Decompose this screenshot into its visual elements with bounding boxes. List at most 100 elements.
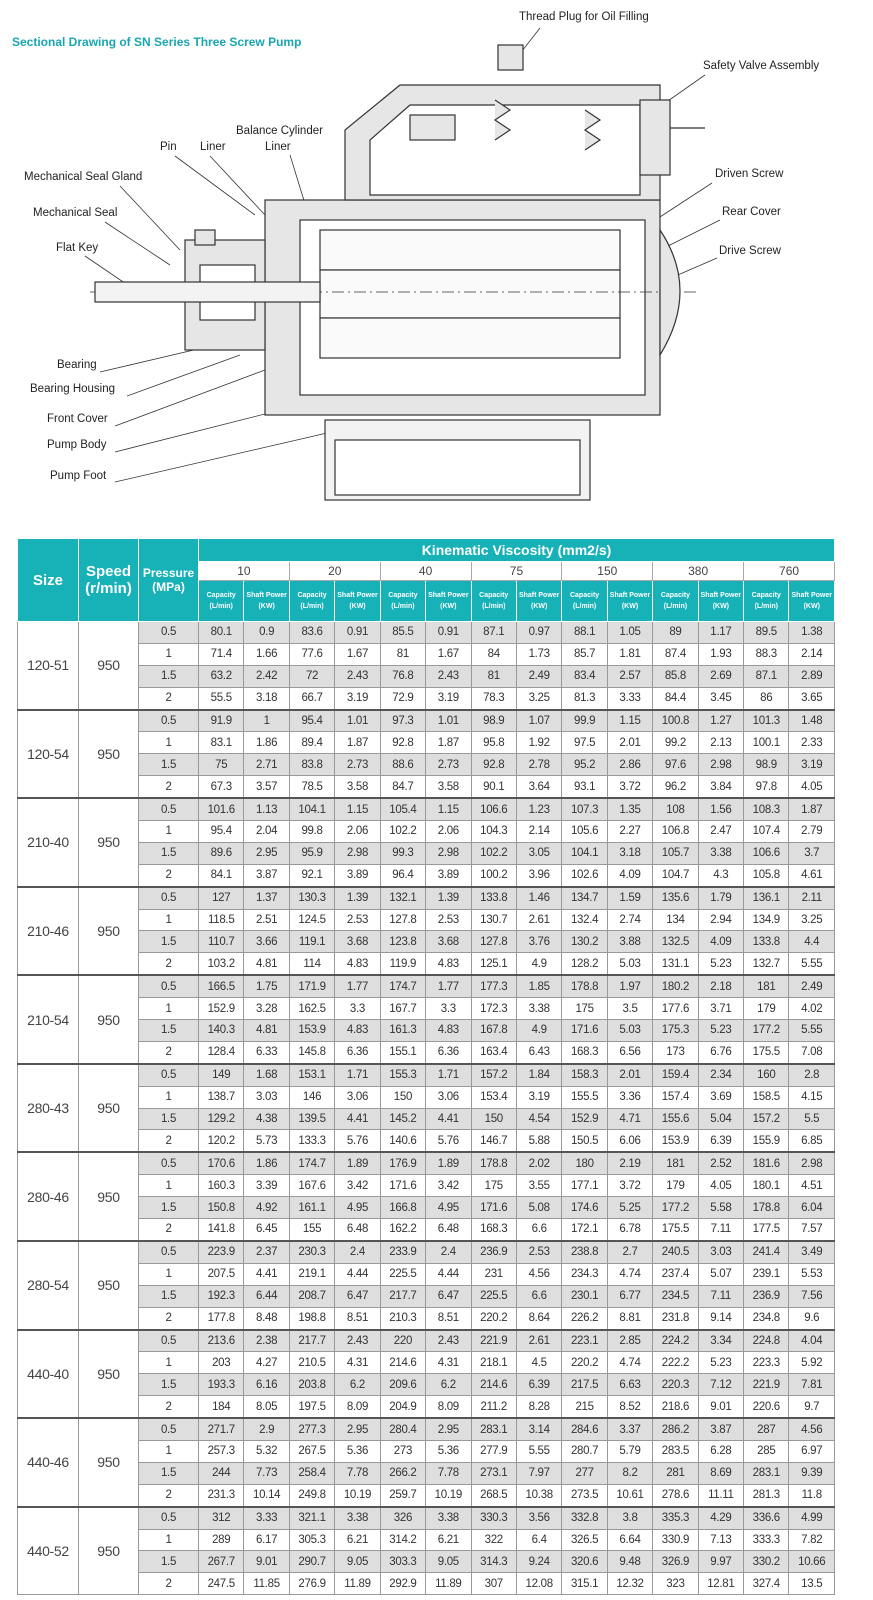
shaft-power-cell: 9.01: [697, 1395, 745, 1419]
size-cell: 280-54: [17, 1239, 79, 1330]
capacity-cell: 237.4: [652, 1262, 699, 1286]
capacity-cell: 280.7: [561, 1439, 608, 1463]
shaft-power-cell: 3.57: [243, 775, 290, 799]
shaft-power-cell: 2.52: [697, 1151, 745, 1176]
shaft-power-cell: 6.39: [515, 1373, 563, 1397]
capacity-cell: 125.1: [470, 952, 517, 976]
shaft-power-cell: 11.8: [788, 1483, 835, 1508]
shaft-power-cell: 1: [243, 708, 290, 733]
capacity-cell: 128.4: [197, 1040, 245, 1065]
capacity-cell: 208.7: [288, 1284, 336, 1308]
capacity-cell: 211.2: [470, 1395, 517, 1419]
shaft-power-cell: 3.3: [425, 997, 472, 1021]
sectional-drawing: [84, 27, 721, 501]
capacity-cell: 179: [743, 997, 790, 1021]
shaft-power-cell: 6.44: [243, 1284, 290, 1308]
capacity-cell: 280.4: [379, 1417, 427, 1441]
shaft-power-cell: 2.98: [425, 841, 472, 865]
capacity-cell: 83.6: [288, 621, 336, 644]
capacity-cell: 105.7: [652, 841, 699, 865]
header-capacity: Capacity (L/min): [743, 580, 790, 622]
capacity-cell: 230.3: [288, 1239, 336, 1264]
shaft-power-cell: 10.38: [515, 1483, 563, 1508]
table-row: 1 83.1 1.86 89.4 1.87 92.8 1.87 95.8 1.92 97.5 2.0…: [18, 731, 835, 755]
capacity-cell: 230.1: [561, 1284, 608, 1308]
shaft-power-cell: 11.11: [697, 1483, 745, 1508]
capacity-cell: 210.5: [288, 1351, 336, 1375]
shaft-power-cell: 5.04: [697, 1107, 745, 1131]
capacity-cell: 220.6: [743, 1395, 790, 1419]
shaft-power-cell: 4.31: [425, 1351, 472, 1375]
capacity-cell: 152.9: [561, 1107, 608, 1131]
capacity-cell: 119.1: [288, 930, 336, 954]
shaft-power-cell: 2.43: [334, 1328, 381, 1353]
capacity-cell: 273.5: [561, 1483, 608, 1508]
drive-shaft: [94, 281, 321, 303]
shaft-power-cell: 4.99: [788, 1505, 835, 1530]
shaft-power-cell: 4.09: [697, 930, 745, 954]
shaft-power-cell: 8.05: [243, 1395, 290, 1419]
label-mech-seal: Mechanical Seal: [33, 207, 118, 219]
capacity-cell: 155: [288, 1218, 336, 1242]
shaft-power-cell: 6.64: [606, 1528, 654, 1552]
shaft-power-cell: 5.58: [697, 1196, 745, 1220]
shaft-power-cell: 4.56: [515, 1262, 563, 1286]
capacity-cell: 132.4: [561, 908, 608, 932]
capacity-cell: 105.6: [561, 820, 608, 843]
table-row: 2 84.1 3.87 92.1 3.89 96.4 3.89 100.2 3.96 102.6 4…: [18, 863, 835, 888]
pressure-cell: 1: [138, 642, 199, 666]
table-row: 2 55.5 3.18 66.7 3.19 72.9 3.19 78.3 3.25 81.3 3.3…: [18, 686, 835, 711]
capacity-cell: 223.9: [197, 1239, 245, 1264]
capacity-cell: 258.4: [288, 1461, 336, 1485]
shaft-power-cell: 6.47: [425, 1284, 472, 1308]
shaft-power-cell: 3.89: [425, 863, 472, 888]
capacity-cell: 150: [470, 1107, 517, 1131]
capacity-cell: 95.8: [470, 731, 517, 755]
capacity-cell: 90.1: [470, 775, 517, 799]
capacity-cell: 105.8: [743, 863, 790, 888]
table-row: 1.5 193.3 6.16 203.8 6.2 209.6 6.2 214.6 6.39 217…: [18, 1373, 835, 1397]
pressure-cell: 2: [138, 1395, 199, 1419]
shaft-power-cell: 3.28: [243, 997, 290, 1021]
shaft-power-cell: 1.56: [697, 797, 745, 822]
shaft-power-cell: 6.47: [334, 1284, 381, 1308]
speed-cell: 950: [78, 974, 139, 1065]
capacity-cell: 214.6: [470, 1373, 517, 1397]
pressure-cell: 0.5: [138, 1062, 199, 1087]
capacity-cell: 323: [652, 1572, 699, 1596]
header-kinematic-viscosity: Kinematic Viscosity (mm2/s): [198, 538, 835, 562]
capacity-cell: 167.8: [470, 1019, 517, 1042]
table-row: 1.5 192.3 6.44 208.7 6.47 217.7 6.47 225.5 6.6 23…: [18, 1284, 835, 1308]
size-cell: 440-46: [17, 1417, 79, 1508]
table-row: 210-40 950 0.5 101.6 1.13 104.1 1.15 105.4 1.15 1…: [17, 797, 835, 888]
label-safety-valve: Safety Valve Assembly: [703, 60, 820, 72]
shaft-power-cell: 2.71: [243, 753, 290, 777]
capacity-cell: 305.3: [288, 1528, 336, 1552]
pressure-cell: 1.5: [138, 664, 199, 688]
shaft-power-cell: 4.95: [334, 1196, 381, 1220]
capacity-cell: 84.7: [379, 775, 427, 799]
capacity-cell: 110.7: [197, 930, 245, 954]
shaft-power-cell: 1.97: [606, 974, 654, 999]
header-capacity: Capacity (L/min): [561, 580, 608, 622]
capacity-cell: 181: [652, 1151, 699, 1176]
capacity-cell: 92.8: [470, 753, 517, 777]
capacity-cell: 290.7: [288, 1550, 336, 1574]
shaft-power-cell: 1.73: [515, 642, 563, 666]
pressure-cell: 0.5: [138, 1151, 199, 1176]
capacity-cell: 108.3: [743, 797, 790, 822]
table-row: 210-46 950 0.5 127 1.37 130.3 1.39 132.1 1.39 133…: [17, 885, 835, 976]
capacity-cell: 104.3: [470, 820, 517, 843]
speed-cell: 950: [78, 1239, 139, 1330]
capacity-cell: 177.8: [197, 1306, 245, 1331]
shaft-power-cell: 4.81: [243, 1019, 290, 1042]
shaft-power-cell: 1.35: [606, 797, 654, 822]
capacity-cell: 292.9: [379, 1572, 427, 1596]
capacity-cell: 277.3: [288, 1417, 336, 1441]
shaft-power-cell: 3.38: [515, 997, 563, 1021]
shaft-power-cell: 2.14: [788, 642, 835, 666]
pressure-cell: 1.5: [138, 1019, 199, 1042]
capacity-cell: 131.1: [652, 952, 699, 976]
capacity-cell: 233.9: [379, 1239, 427, 1264]
shaft-power-cell: 1.81: [606, 642, 654, 666]
